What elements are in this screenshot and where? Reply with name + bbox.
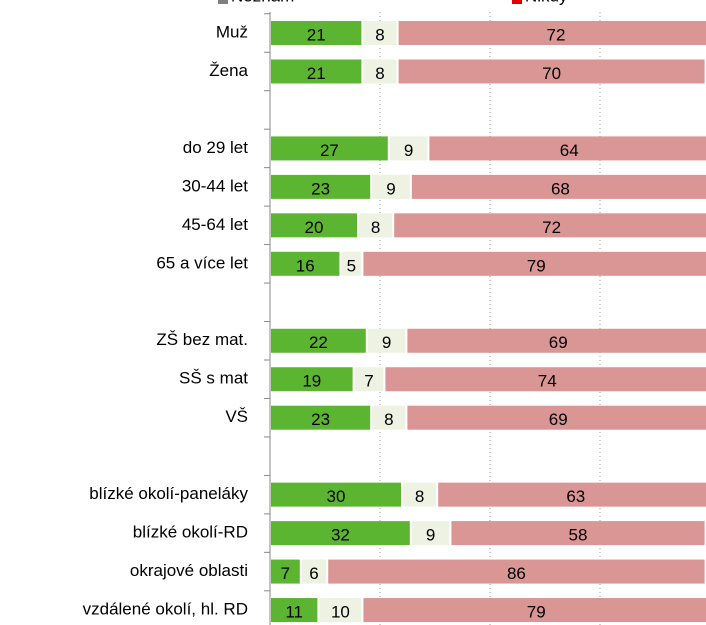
bar-segment [385,367,706,392]
data-label: 8 [415,487,424,506]
data-label: 10 [331,603,350,622]
data-label: 72 [542,218,561,237]
bar-segment [398,21,706,45]
data-label: 30 [327,487,346,506]
data-label: 64 [560,141,579,160]
bar-segment [328,559,705,584]
data-label: 8 [384,410,393,429]
data-label: 32 [331,526,350,545]
bar-segment [271,213,357,238]
legend-label: Neznám [231,0,294,5]
data-label: 16 [296,256,315,275]
data-label: 9 [404,141,413,160]
bar-segment [367,328,406,353]
bar-segment [411,174,706,199]
bar-segment [372,174,410,199]
y-tick-label: 45-64 let [182,215,248,234]
bar-segment [411,521,450,546]
y-tick-label: blízké okolí-paneláky [89,484,248,503]
data-label: 23 [311,410,330,429]
bar-segment [429,136,706,161]
data-label: 79 [527,256,546,275]
data-label: 74 [538,372,557,391]
data-label: 63 [566,487,585,506]
bar-segment [403,482,437,507]
y-tick-label: okrajové oblasti [130,561,248,580]
data-label: 20 [305,218,324,237]
data-label: 9 [382,333,391,352]
bar-segment [363,59,397,84]
y-tick-label: ZŠ bez mat. [156,330,248,349]
bar-segment [407,405,706,430]
bar-segment [394,213,706,238]
data-label: 21 [307,64,326,83]
y-tick-label: 30-44 let [182,176,248,195]
data-label: 21 [307,25,326,44]
data-label: 7 [364,372,373,391]
data-label: 69 [549,333,568,352]
bar-segment [398,59,705,84]
data-label: 7 [281,564,290,583]
bar-segment [271,59,362,84]
data-label: 70 [542,64,561,83]
y-tick-label: SŠ s mat [179,369,248,388]
bar-segment [271,521,410,546]
data-label: 8 [375,25,384,44]
y-tick-label: do 29 let [183,138,248,157]
bar-segment [271,482,401,507]
bar-segment [271,405,371,430]
data-label: 6 [309,564,318,583]
data-label: 69 [549,410,568,429]
y-tick-label: VŠ [225,407,248,426]
y-tick-label: vzdálené okolí, hl. RD [83,600,248,619]
bar-segment [271,136,388,161]
bar-segment [363,251,706,276]
bar-segment [271,328,366,353]
bar-segment [389,136,428,161]
bar-segment [407,328,706,353]
legend-label: Nikdy [525,0,568,5]
data-label: 68 [551,179,570,198]
legend-marker [512,0,522,4]
data-label: 22 [309,333,328,352]
data-label: 9 [426,526,435,545]
y-tick-label: blízké okolí-RD [133,523,248,542]
bar-segment [438,482,706,507]
bar-segment [354,367,384,392]
bar-segment [451,521,705,546]
data-label: 5 [347,256,356,275]
bar-segment [271,174,371,199]
bar-segment [271,598,318,623]
data-label: 72 [547,25,566,44]
data-label: 11 [285,603,303,622]
data-label: 19 [302,372,321,391]
y-tick-label: Žena [209,61,248,80]
data-label: 79 [527,603,546,622]
data-label: 8 [371,218,380,237]
y-tick-label: 65 a více let [156,253,248,272]
data-label: 86 [507,564,526,583]
bar-segment [363,598,706,623]
bar-segment [271,559,300,584]
bar-segment [363,21,397,45]
bar-segment [359,213,393,238]
bar-segment [372,405,406,430]
data-label: 23 [311,179,330,198]
bar-segment [271,251,340,276]
bar-segment [271,21,362,45]
bar-segment [271,367,353,392]
data-label: 9 [386,179,395,198]
data-label: 58 [569,526,588,545]
y-tick-label: Muž [216,22,248,41]
bar-segment [341,251,362,276]
legend-marker [218,0,228,4]
bar-segment [319,598,362,623]
bar-segment [301,559,327,584]
data-label: 27 [320,141,339,160]
data-label: 8 [375,64,384,83]
